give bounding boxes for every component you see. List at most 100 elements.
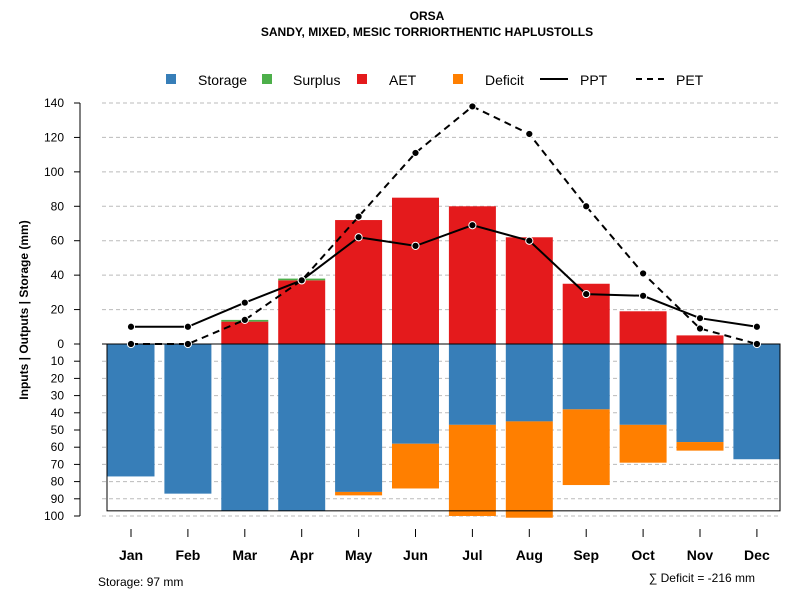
x-tick-label-sep: Sep: [573, 547, 599, 563]
storage-bar-jul: [448, 344, 496, 425]
pet-point-oct: [639, 269, 648, 278]
storage-bar-jan: [107, 344, 155, 477]
aet-bar-nov: [676, 335, 724, 344]
x-tick-label-nov: Nov: [687, 547, 714, 563]
y-axis: 0 20 40 60 80 100 120 140 10 20 30 40 50 60 70 80 90 100: [44, 96, 81, 523]
legend-swatch-aet: [357, 74, 367, 84]
storage-bar-may: [335, 344, 383, 492]
deficit-bar-jun: [392, 443, 439, 489]
legend-label-storage: Storage: [198, 72, 247, 88]
pet-point-may: [354, 212, 363, 221]
deficit-bar-jul: [448, 424, 496, 516]
y-tick-label-lower-50: 50: [51, 423, 65, 437]
y-tick-label-lower-70: 70: [51, 457, 65, 471]
y-tick-label-lower-100: 100: [44, 509, 64, 523]
y-axis-label: Inputs | Outputs | Storage (mm): [17, 220, 31, 399]
pet-line: [131, 105, 758, 345]
legend-label-surplus: Surplus: [293, 72, 340, 88]
aet-bar-aug: [505, 237, 553, 344]
y-tick-label-lower-10: 10: [51, 354, 65, 368]
storage-bar-feb: [164, 344, 212, 494]
y-tick-label-upper-80: 80: [51, 199, 65, 213]
legend-swatch-storage: [166, 74, 176, 84]
aet-bar-apr: [278, 280, 326, 344]
storage-bar-apr: [278, 344, 326, 511]
storage-bar-sep: [562, 344, 610, 410]
y-tick-label-lower-30: 30: [51, 389, 65, 403]
deficit-bar-nov: [676, 442, 724, 451]
pet-point-jul: [468, 102, 477, 111]
y-tick-label-upper-60: 60: [51, 234, 65, 248]
series-points: [126, 102, 762, 349]
storage-bar-dec: [733, 344, 781, 460]
storage-bar-jun: [392, 344, 439, 444]
pet-point-sep: [582, 202, 591, 211]
ppt-point-feb: [183, 322, 192, 331]
storage-bar-aug: [505, 344, 553, 422]
legend-label-deficit: Deficit: [485, 72, 524, 88]
pet-point-dec: [752, 339, 762, 349]
aet-bar-mar: [221, 321, 269, 344]
aet-bar-jun: [392, 197, 439, 344]
pet-point-jun: [411, 148, 420, 158]
x-tick-label-jan: Jan: [119, 547, 143, 563]
aet-bar-oct: [619, 311, 667, 344]
deficit-bar-aug: [505, 421, 553, 518]
legend-label-ppt: PPT: [580, 72, 608, 88]
deficit-note: ∑ Deficit = -216 mm: [649, 571, 755, 585]
x-tick-label-mar: Mar: [232, 547, 257, 563]
ppt-point-sep: [582, 289, 591, 299]
x-tick-label-apr: Apr: [290, 547, 315, 563]
storage-note: Storage: 97 mm: [98, 575, 183, 589]
ppt-point-dec: [752, 322, 762, 331]
pet-point-feb: [183, 339, 192, 349]
y-tick-label-upper-120: 120: [44, 130, 64, 144]
chart-subtitle: SANDY, MIXED, MESIC TORRIORTHENTIC HAPLU…: [261, 25, 593, 39]
y-tick-label-upper-0: 0: [57, 337, 64, 351]
ppt-point-jul: [468, 221, 477, 230]
y-tick-label-lower-60: 60: [51, 440, 65, 454]
pet-point-jan: [126, 339, 136, 349]
ppt-point-may: [354, 233, 363, 242]
pet-point-aug: [525, 129, 534, 139]
legend-swatch-deficit: [453, 74, 463, 84]
ppt-line: [131, 224, 758, 328]
y-tick-label-lower-90: 90: [51, 492, 65, 506]
storage-frame: [102, 343, 781, 512]
x-axis: Jan Feb Mar Apr May Jun Jul Aug Sep Oct Nov Dec: [119, 529, 770, 563]
ppt-point-jan: [126, 322, 136, 331]
series-lines: [131, 105, 758, 345]
storage-bar-nov: [676, 344, 724, 443]
gridlines: [102, 102, 780, 517]
legend-label-pet: PET: [676, 72, 704, 88]
legend-swatch-surplus: [262, 74, 272, 84]
deficit-bar-oct: [619, 424, 667, 463]
y-tick-label-upper-140: 140: [44, 96, 64, 110]
legend: Storage Surplus AET Deficit PPT PET: [166, 72, 704, 88]
storage-bar-mar: [221, 344, 269, 511]
ppt-point-nov: [695, 314, 705, 323]
y-tick-label-lower-80: 80: [51, 475, 65, 489]
y-tick-label-upper-100: 100: [44, 165, 64, 179]
x-tick-label-oct: Oct: [631, 547, 655, 563]
y-tick-label-upper-40: 40: [51, 268, 65, 282]
storage-bar-oct: [619, 344, 667, 425]
ppt-point-jun: [411, 241, 420, 250]
ppt-point-aug: [525, 236, 534, 245]
y-tick-label-upper-20: 20: [51, 303, 65, 317]
bars: [107, 197, 781, 518]
x-tick-label-jul: Jul: [462, 547, 482, 563]
x-tick-label-may: May: [345, 547, 372, 563]
ppt-point-apr: [297, 276, 306, 285]
deficit-bar-sep: [562, 409, 610, 486]
y-tick-label-lower-20: 20: [51, 371, 65, 385]
deficit-bar-may: [335, 491, 383, 496]
pet-point-nov: [695, 324, 705, 333]
chart-title: ORSA: [410, 9, 445, 23]
pet-point-mar: [240, 315, 249, 324]
x-tick-label-feb: Feb: [175, 547, 200, 563]
x-tick-label-dec: Dec: [744, 547, 770, 563]
x-tick-label-jun: Jun: [403, 547, 428, 563]
ppt-point-mar: [240, 298, 249, 307]
